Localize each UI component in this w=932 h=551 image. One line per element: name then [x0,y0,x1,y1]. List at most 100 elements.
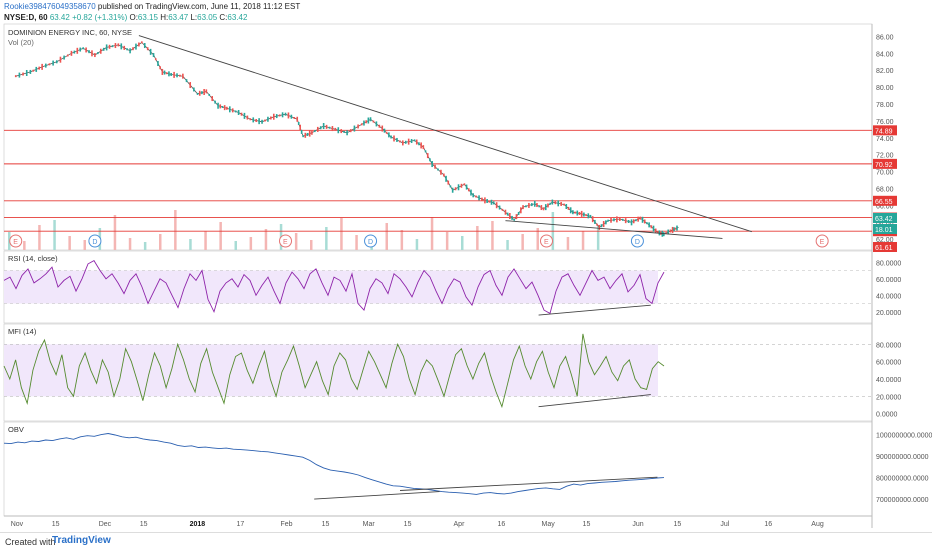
price-candle [340,129,343,134]
price-candle [447,180,450,185]
price-candle [517,211,520,215]
price-candle [240,112,243,116]
price-candle [591,216,594,223]
price-candle [486,199,488,204]
volume-bar [355,235,358,250]
price-candle [252,117,255,123]
price-candle [108,44,111,49]
price-candle [135,43,137,50]
price-candle [641,216,644,223]
price-candle [407,138,410,145]
price-candle [146,47,149,51]
price-candle [159,66,161,70]
price-candle [255,119,257,123]
price-candle [643,219,646,224]
time-tick-label: 15 [52,521,60,528]
volume-bar [596,225,600,250]
price-candle [627,219,630,223]
price-candle [492,201,495,205]
price-candle [513,218,516,221]
chart-canvas[interactable]: 86.00 84.00 82.00 80.00 78.00 76.00 74.00 72.00… [0,0,932,532]
volume-bar [68,236,71,250]
price-candle [203,89,205,96]
price-tag-label: 63.42 [875,216,893,223]
symbol-label: NYSE:D, 60 [4,13,48,22]
price-candle [424,150,427,153]
price-candle [302,135,304,138]
close-label: C: [219,13,228,22]
event-marker-label: E [544,239,549,246]
price-candle [576,210,579,216]
price-candle [52,60,54,66]
time-tick-label: 15 [140,521,148,528]
mfi-title: MFI (14) [8,327,37,336]
price-candle [538,205,540,208]
price-candle [607,219,609,222]
volume-bar [415,239,419,250]
price-candle [565,203,568,209]
price-candle [383,128,386,133]
price-candle [393,135,395,142]
mfi-tick-label: 80.0000 [876,342,901,349]
price-candle [547,203,549,208]
price-candle [35,66,38,72]
price-candle [91,50,93,57]
price-candle [85,47,87,53]
price-candle [82,47,84,50]
price-candle [676,225,678,231]
price-candle [632,219,635,224]
price-candle [331,126,334,132]
price-candle [650,225,653,229]
price-candle [343,130,345,133]
price-candle [536,203,538,208]
price-candle [434,164,436,169]
price-candle [467,188,470,192]
price-candle [66,54,69,57]
price-candle [413,139,416,142]
price-tick-label: 78.00 [876,102,894,109]
price-candle [554,201,557,205]
event-marker-label: E [13,239,18,246]
price-candle [223,105,226,111]
price-candle [451,187,454,193]
price-candle [671,226,674,233]
price-candle [59,56,62,63]
tradingview-logo[interactable]: TradingView [52,535,111,546]
pane-frame [3,421,873,517]
price-candle [322,123,325,130]
earnings-marker-icon [815,234,829,248]
rsi-tick-label: 60.0000 [876,277,901,284]
price-tag [873,213,897,223]
price-candle [170,72,172,76]
ohlc-line: NYSE:D, 60 63.42 +0.82 (+1.31%) O:63.15 … [4,13,247,22]
high-label: H: [160,13,169,22]
earnings-marker-icon [9,234,23,248]
time-tick-label: Jun [632,521,643,528]
price-tag [873,224,897,234]
price-candle [48,63,51,66]
price-candle [300,129,303,134]
price-candle [141,41,143,44]
price-candle [314,130,316,133]
time-tick-label: 15 [583,521,591,528]
price-candle [70,50,73,56]
price-candle [94,53,96,58]
price-candle [557,200,560,207]
price-candle [520,207,522,214]
level-tag-label: 66.55 [875,199,893,206]
low-value: 63.05 [197,13,218,22]
price-candle [465,184,468,190]
price-candle [44,63,47,68]
price-candle [349,129,352,133]
price-candle [211,96,214,102]
price-candle [163,70,166,75]
price-candle [278,114,281,117]
price-candle [484,197,486,204]
pane-frame [3,23,873,251]
author-link[interactable]: Rookie398476049358670 [4,2,96,11]
price-candle [73,50,76,54]
price-candle [605,220,607,225]
price-candle [55,60,58,64]
price-candle [574,211,576,214]
price-candle [63,55,65,60]
